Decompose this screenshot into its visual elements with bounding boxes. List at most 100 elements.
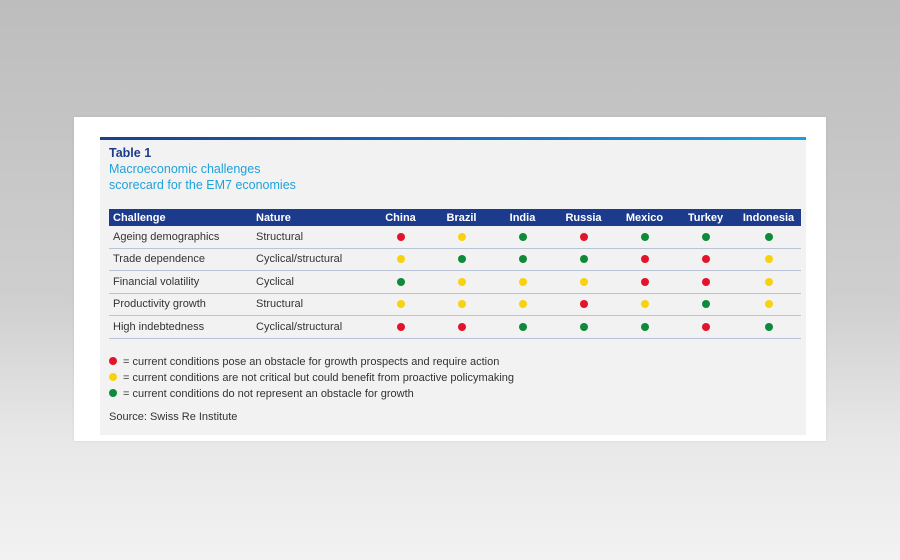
header-challenge: Challenge (109, 209, 252, 226)
legend: = current conditions pose an obstacle fo… (109, 354, 514, 402)
legend-item: = current conditions do not represent an… (109, 386, 514, 402)
legend-item: = current conditions pose an obstacle fo… (109, 354, 514, 370)
legend-text: = current conditions are not critical bu… (123, 372, 514, 384)
rating-cell (370, 293, 431, 316)
rating-cell (492, 315, 553, 339)
yellow-dot-icon (764, 277, 773, 286)
rating-cell (492, 270, 553, 294)
accent-bar (100, 137, 806, 140)
header-country: China (370, 209, 431, 226)
challenge-cell: Productivity growth (109, 293, 252, 316)
rating-cell (431, 315, 492, 339)
table-header-row: Challenge Nature China Brazil India Russ… (109, 209, 801, 226)
nature-cell: Cyclical/structural (252, 315, 370, 339)
rating-cell (736, 248, 801, 271)
red-dot-icon (640, 255, 649, 264)
rating-cell (736, 293, 801, 316)
green-dot-icon (109, 389, 117, 398)
challenge-cell: Trade dependence (109, 248, 252, 271)
green-dot-icon (701, 300, 710, 309)
rating-cell (370, 226, 431, 249)
header-country: Mexico (614, 209, 675, 226)
rating-cell (614, 293, 675, 316)
rating-cell (614, 270, 675, 294)
table-body: Ageing demographics Structural Trade depen… (109, 226, 801, 339)
rating-cell (614, 315, 675, 339)
challenge-cell: High indebtedness (109, 315, 252, 339)
table-row: Ageing demographics Structural (109, 226, 801, 249)
rating-cell (553, 270, 614, 294)
green-dot-icon (518, 232, 527, 241)
table-title-line1: Macroeconomic challenges (109, 162, 261, 176)
yellow-dot-icon (457, 232, 466, 241)
green-dot-icon (518, 255, 527, 264)
scorecard-panel: Table 1 Macroeconomic challenges scoreca… (100, 137, 806, 435)
challenge-cell: Ageing demographics (109, 226, 252, 249)
scorecard-table: Challenge Nature China Brazil India Russ… (109, 209, 801, 339)
rating-cell (492, 293, 553, 316)
yellow-dot-icon (109, 373, 117, 382)
yellow-dot-icon (764, 255, 773, 264)
green-dot-icon (579, 255, 588, 264)
rating-cell (370, 248, 431, 271)
nature-cell: Structural (252, 226, 370, 249)
yellow-dot-icon (396, 300, 405, 309)
rating-cell (675, 315, 736, 339)
rating-cell (431, 293, 492, 316)
red-dot-icon (579, 232, 588, 241)
rating-cell (492, 248, 553, 271)
rating-cell (736, 226, 801, 249)
yellow-dot-icon (518, 277, 527, 286)
yellow-dot-icon (579, 277, 588, 286)
rating-cell (736, 270, 801, 294)
rating-cell (553, 293, 614, 316)
rating-cell (553, 226, 614, 249)
header-country: Brazil (431, 209, 492, 226)
rating-cell (431, 270, 492, 294)
rating-cell (614, 226, 675, 249)
yellow-dot-icon (764, 300, 773, 309)
nature-cell: Cyclical/structural (252, 248, 370, 271)
green-dot-icon (518, 322, 527, 331)
rating-cell (736, 315, 801, 339)
header-country: Russia (553, 209, 614, 226)
rating-cell (431, 248, 492, 271)
green-dot-icon (640, 322, 649, 331)
red-dot-icon (457, 322, 466, 331)
table-row: Trade dependence Cyclical/structural (109, 248, 801, 271)
yellow-dot-icon (457, 300, 466, 309)
rating-cell (614, 248, 675, 271)
yellow-dot-icon (396, 255, 405, 264)
green-dot-icon (457, 255, 466, 264)
header-nature: Nature (252, 209, 370, 226)
yellow-dot-icon (640, 300, 649, 309)
table-row: High indebtedness Cyclical/structural (109, 315, 801, 339)
green-dot-icon (640, 232, 649, 241)
green-dot-icon (579, 322, 588, 331)
table-row: Productivity growth Structural (109, 293, 801, 316)
green-dot-icon (396, 277, 405, 286)
rating-cell (675, 226, 736, 249)
header-country: Turkey (675, 209, 736, 226)
green-dot-icon (764, 322, 773, 331)
rating-cell (675, 248, 736, 271)
rating-cell (492, 226, 553, 249)
red-dot-icon (396, 322, 405, 331)
red-dot-icon (579, 300, 588, 309)
rating-cell (675, 293, 736, 316)
red-dot-icon (701, 322, 710, 331)
rating-cell (553, 248, 614, 271)
nature-cell: Structural (252, 293, 370, 316)
red-dot-icon (396, 232, 405, 241)
legend-item: = current conditions are not critical bu… (109, 370, 514, 386)
header-country: Indonesia (736, 209, 801, 226)
scorecard-card: Table 1 Macroeconomic challenges scoreca… (74, 117, 826, 441)
table-row: Financial volatility Cyclical (109, 270, 801, 294)
nature-cell: Cyclical (252, 270, 370, 294)
title-block: Table 1 Macroeconomic challenges scoreca… (109, 145, 296, 193)
source-note: Source: Swiss Re Institute (109, 411, 238, 423)
challenge-cell: Financial volatility (109, 270, 252, 294)
table-label: Table 1 (109, 146, 152, 160)
yellow-dot-icon (457, 277, 466, 286)
red-dot-icon (109, 357, 117, 366)
